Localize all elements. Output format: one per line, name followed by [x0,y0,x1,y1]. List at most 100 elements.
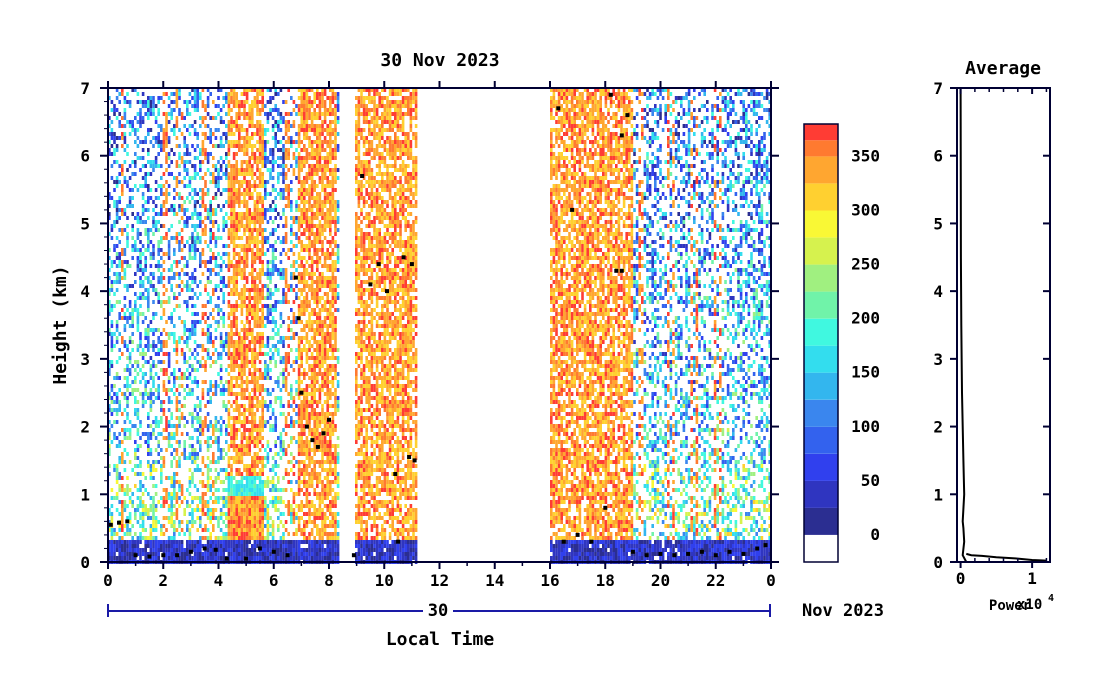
heatmap-cell [123,396,127,400]
heatmap-cell [222,252,225,256]
heatmap-cell [157,420,160,424]
heatmap-cell [118,312,121,316]
heatmap-cell [152,420,155,424]
heatmap-cell [121,552,124,556]
heatmap-cell [170,464,173,468]
heatmap-cell [118,472,121,476]
heatmap-cell [113,556,116,560]
heatmap-cell [245,112,249,116]
heatmap-cell [191,500,194,504]
heatmap-cell [245,260,249,264]
heatmap-cell [209,136,212,140]
heatmap-cell [141,268,145,272]
heatmap-cell [230,516,233,520]
heatmap-cell [219,468,223,472]
heatmap-cell [160,128,163,132]
heatmap-cell [199,116,202,120]
heatmap-cell [266,408,270,412]
heatmap-cell [212,212,215,216]
heatmap-cell [245,480,249,484]
heatmap-cell [121,524,124,528]
heatmap-cell [253,280,257,284]
heatmap-cell [243,524,246,528]
heatmap-cell [141,500,145,504]
heatmap-cell [141,508,145,512]
heatmap-cell [305,128,309,132]
heatmap-cell [251,424,254,428]
heatmap-cell [199,256,202,260]
heatmap-cell [178,220,181,224]
heatmap-cell [152,496,155,500]
heatmap-cell [149,496,153,500]
heatmap-cell [123,340,127,344]
heatmap-cell [300,440,303,444]
heatmap-cell [227,460,231,464]
heatmap-cell [238,212,241,216]
heatmap-cell [290,388,293,392]
heatmap-cell [297,96,301,100]
heatmap-cell [305,536,309,540]
heatmap-cell [144,344,147,348]
heatmap-cell [284,504,288,508]
heatmap-cell [253,420,257,424]
heatmap-cell [225,476,228,480]
heatmap-cell [173,496,176,500]
heatmap-cell [232,216,236,220]
heatmap-cell [248,524,251,528]
heatmap-cell [219,388,223,392]
heatmap-cell [308,236,311,240]
heatmap-cell [271,336,275,340]
heatmap-cell [219,236,223,240]
heatmap-cell [290,96,293,100]
heatmap-cell [180,268,184,272]
heatmap-cell [269,360,272,364]
heatmap-cell [287,196,290,200]
heatmap-cell [154,344,158,348]
heatmap-cell [225,212,228,216]
heatmap-cell [167,408,171,412]
heatmap-cell [238,296,241,300]
heatmap-cell [175,92,179,96]
heatmap-cell [196,216,199,220]
heatmap-cell [196,496,199,500]
heatmap-cell [277,544,280,548]
heatmap-cell [258,540,262,544]
heatmap-cell [131,312,134,316]
heatmap-cell [282,428,285,432]
heatmap-cell [297,448,301,452]
heatmap-cell [108,444,111,448]
heatmap-cell [258,180,262,184]
heatmap-cell [230,512,233,516]
heatmap-cell [256,528,259,532]
heatmap-cell [152,96,155,100]
heatmap-cell [115,256,119,260]
heatmap-cell [209,132,212,136]
heatmap-cell [219,176,223,180]
heatmap-cell [199,176,202,180]
heatmap-cell [160,524,163,528]
heatmap-cell [193,168,197,172]
heatmap-cell [243,544,246,548]
heatmap-cell [165,496,168,500]
heatmap-cell [230,556,233,560]
heatmap-cell [131,424,134,428]
heatmap-cell [193,108,197,112]
heatmap-cell [269,152,272,156]
heatmap-cell [165,180,168,184]
heatmap-cell [297,236,301,240]
heatmap-cell [188,512,192,516]
heatmap-cell [160,504,163,508]
heatmap-cell [295,200,298,204]
heatmap-cell [300,504,303,508]
heatmap-cell [193,212,197,216]
heatmap-cell [277,524,280,528]
heatmap-cell [108,300,111,304]
heatmap-cell [287,336,290,340]
heatmap-cell [160,408,163,412]
heatmap-cell [308,368,311,372]
heatmap-cell [238,136,241,140]
heatmap-cell [157,292,160,296]
heatmap-cell [206,472,210,476]
heatmap-cell [256,424,259,428]
heatmap-cell [253,184,257,188]
